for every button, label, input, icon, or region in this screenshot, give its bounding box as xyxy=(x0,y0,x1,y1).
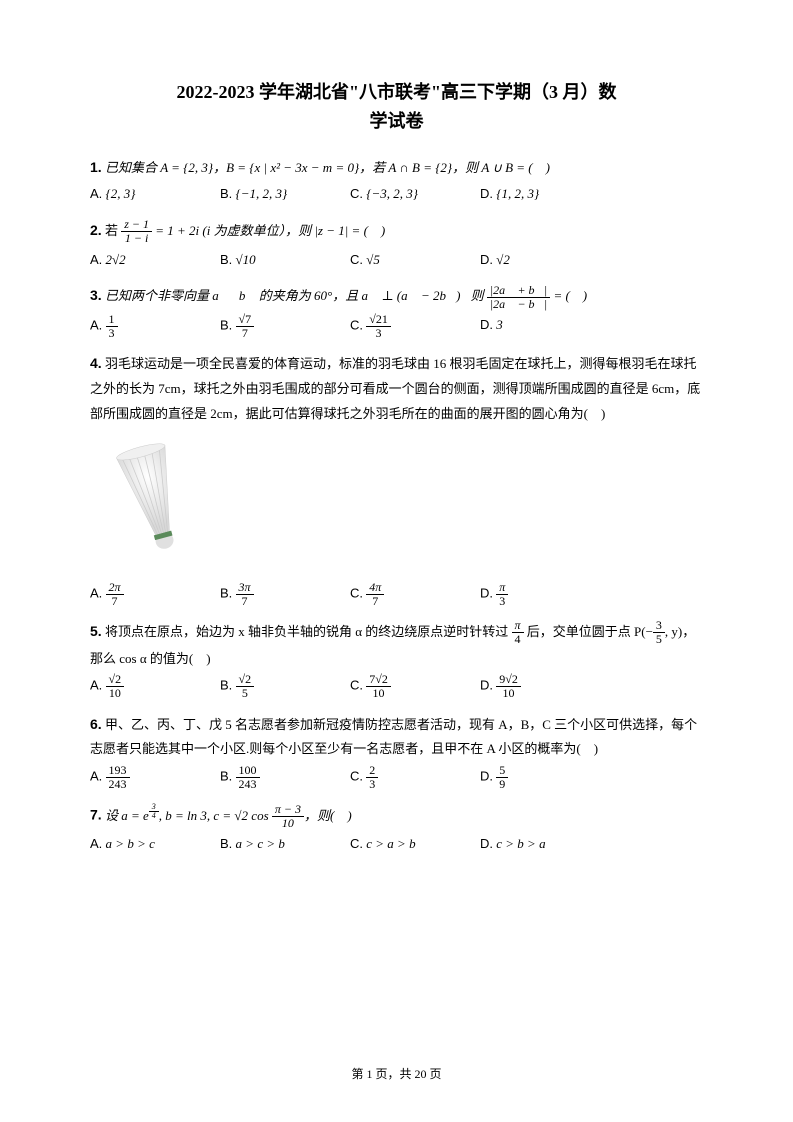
q5-number: 5. xyxy=(90,623,102,639)
q7-options: A. a > b > c B. a > c > b C. c > a > b D… xyxy=(90,832,703,857)
q2-options: A. 2√2 B. √10 C. √5 D. √2 xyxy=(90,248,703,273)
q3-opt-c: C. √213 xyxy=(350,313,480,340)
q2-opt-b: B. √10 xyxy=(220,248,350,273)
q1-options: A. {2, 3} B. {−1, 2, 3} C. {−3, 2, 3} D.… xyxy=(90,182,703,207)
q3-opt-b: B. √77 xyxy=(220,313,350,340)
q7-opt-b: B. a > c > b xyxy=(220,832,350,857)
q7-number: 7. xyxy=(90,807,102,823)
page-title: 2022-2023 学年湖北省"八市联考"高三下学期（3 月）数 学试卷 xyxy=(90,78,703,136)
title-line1: 2022-2023 学年湖北省"八市联考"高三下学期（3 月）数 xyxy=(90,78,703,107)
q6-options: A. 193243 B. 100243 C. 23 D. 59 xyxy=(90,764,703,791)
q7-opt-a: A. a > b > c xyxy=(90,832,220,857)
q4-text: 羽毛球运动是一项全民喜爱的体育运动，标准的羽毛球由 16 根羽毛固定在球托上，测… xyxy=(90,356,700,420)
question-5: 5. 将顶点在原点，始边为 x 轴非负半轴的锐角 α 的终边绕原点逆时针转过 π… xyxy=(90,618,703,701)
question-6: 6. 甲、乙、丙、丁、戊 5 名志愿者参加新冠疫情防控志愿者活动，现有 A，B，… xyxy=(90,711,703,792)
title-line2: 学试卷 xyxy=(90,107,703,136)
question-3: 3. 已知两个非零向量 a⃗，b⃗ 的夹角为 60°，且 a⃗ ⊥ (a⃗ − … xyxy=(90,282,703,340)
q4-opt-c: C. 4π7 xyxy=(350,581,480,608)
q4-opt-a: A. 2π7 xyxy=(90,581,220,608)
q4-opt-b: B. 3π7 xyxy=(220,581,350,608)
q3-number: 3. xyxy=(90,287,102,303)
q7-opt-d: D. c > b > a xyxy=(480,832,610,857)
question-4: 4. 羽毛球运动是一项全民喜爱的体育运动，标准的羽毛球由 16 根羽毛固定在球托… xyxy=(90,350,703,607)
q5-text: 将顶点在原点，始边为 x 轴非负半轴的锐角 α 的终边绕原点逆时针转过 π4 后… xyxy=(90,624,695,666)
q2-number: 2. xyxy=(90,222,102,238)
q5-opt-b: B. √25 xyxy=(220,673,350,700)
question-1: 1. 已知集合 A = {2, 3}，B = {x | x² − 3x − m … xyxy=(90,154,703,207)
q6-opt-a: A. 193243 xyxy=(90,764,220,791)
q5-opt-d: D. 9√210 xyxy=(480,673,610,700)
q4-options: A. 2π7 B. 3π7 C. 4π7 D. π3 xyxy=(90,581,703,608)
q1-number: 1. xyxy=(90,159,102,175)
q7-text: 设 a = e34, b = ln 3, c = √2 cos π − 310，… xyxy=(105,808,352,823)
q1-opt-b: B. {−1, 2, 3} xyxy=(220,182,350,207)
q3-options: A. 13 B. √77 C. √213 D. 3 xyxy=(90,313,703,340)
q3-opt-a: A. 13 xyxy=(90,313,220,340)
q1-text: 已知集合 A = {2, 3}，B = {x | x² − 3x − m = 0… xyxy=(105,160,550,175)
q5-options: A. √210 B. √25 C. 7√210 D. 9√210 xyxy=(90,673,703,700)
q5-opt-a: A. √210 xyxy=(90,673,220,700)
page-footer: 第 1 页，共 20 页 xyxy=(0,1065,793,1082)
q4-number: 4. xyxy=(90,355,102,371)
q6-opt-d: D. 59 xyxy=(480,764,610,791)
q3-fraction: |2a⃗ + b⃗||2a⃗ − b⃗| xyxy=(487,284,550,311)
q6-number: 6. xyxy=(90,716,102,732)
q2-opt-d: D. √2 xyxy=(480,248,610,273)
q1-opt-d: D. {1, 2, 3} xyxy=(480,182,610,207)
q2-opt-c: C. √5 xyxy=(350,248,480,273)
q2-text: 若 z − 11 − i = 1 + 2i (i 为虚数单位），则 |z − 1… xyxy=(105,223,385,238)
q2-fraction: z − 11 − i xyxy=(121,218,152,245)
q1-opt-a: A. {2, 3} xyxy=(90,182,220,207)
question-2: 2. 若 z − 11 − i = 1 + 2i (i 为虚数单位），则 |z … xyxy=(90,217,703,272)
q6-opt-c: C. 23 xyxy=(350,764,480,791)
q3-text: 已知两个非零向量 a⃗，b⃗ 的夹角为 60°，且 a⃗ ⊥ (a⃗ − 2b⃗… xyxy=(105,288,587,303)
q6-text: 甲、乙、丙、丁、戊 5 名志愿者参加新冠疫情防控志愿者活动，现有 A，B，C 三… xyxy=(90,717,697,757)
q1-opt-c: C. {−3, 2, 3} xyxy=(350,182,480,207)
q6-opt-b: B. 100243 xyxy=(220,764,350,791)
q2-opt-a: A. 2√2 xyxy=(90,248,220,273)
question-7: 7. 设 a = e34, b = ln 3, c = √2 cos π − 3… xyxy=(90,801,703,857)
q3-opt-d: D. 3 xyxy=(480,313,610,340)
shuttlecock-icon xyxy=(100,435,210,575)
q4-opt-d: D. π3 xyxy=(480,581,610,608)
q7-opt-c: C. c > a > b xyxy=(350,832,480,857)
q5-opt-c: C. 7√210 xyxy=(350,673,480,700)
